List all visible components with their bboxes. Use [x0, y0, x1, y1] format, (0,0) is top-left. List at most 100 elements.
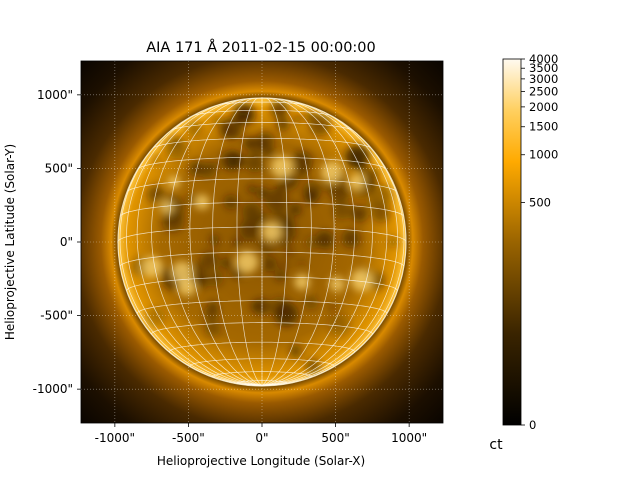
dark-region: [290, 344, 301, 355]
dark-region: [369, 183, 393, 208]
x-tick-label: 0": [255, 431, 268, 445]
colorbar-tick-label: 2000: [529, 100, 558, 114]
dark-region: [245, 153, 264, 173]
dark-region: [269, 296, 290, 317]
dark-region: [328, 179, 351, 202]
longitude-line: [151, 98, 263, 386]
colorbar-tick-label: 3000: [529, 72, 558, 86]
plot-title: AIA 171 Å 2011-02-15 00:00:00: [146, 39, 376, 56]
longitude-line: [189, 98, 263, 386]
dark-region: [297, 260, 306, 268]
dark-region: [289, 203, 302, 216]
longitude-line: [168, 98, 263, 386]
x-tick-label: -1000": [95, 431, 135, 445]
y-tick-label: 500": [45, 161, 73, 175]
longitude-line: [236, 98, 263, 386]
longitude-line: [212, 98, 263, 386]
active-region: [329, 276, 345, 292]
longitude-line: [261, 98, 335, 386]
active-region: [171, 261, 193, 283]
dark-region: [265, 189, 289, 212]
dark-region: [145, 307, 166, 328]
dark-region: [221, 258, 232, 269]
longitude-line: [126, 103, 263, 386]
longitude-line: [261, 98, 288, 386]
dark-region: [211, 115, 221, 126]
y-axis: 1000" 500" 0" -500" -1000": [33, 88, 81, 396]
active-region: [261, 221, 283, 243]
dark-region: [274, 270, 286, 282]
colorbar-tick-label: 4000: [529, 52, 558, 66]
colorbar-tick-label: 500: [529, 196, 551, 210]
active-region: [270, 155, 294, 179]
active-region: [350, 268, 374, 292]
dark-region: [262, 257, 277, 272]
x-axis: -1000" -500" 0" 500" 1000": [95, 423, 427, 445]
active-region: [294, 274, 310, 290]
y-tick-label: -1000": [33, 382, 73, 396]
x-axis-label: Helioprojective Longitude (Solar-X): [157, 454, 365, 468]
dark-region: [275, 117, 290, 131]
colorbar-tick-label: 0: [529, 418, 536, 432]
longitude-line: [136, 99, 263, 386]
longitude-line: [261, 99, 388, 386]
dark-region: [341, 229, 361, 248]
dark-region: [281, 261, 288, 268]
dark-region: [223, 194, 239, 210]
dark-region: [227, 152, 245, 170]
longitude-line: [261, 98, 356, 386]
dark-region: [199, 162, 216, 179]
longitude-line: [261, 98, 312, 386]
dark-region: [208, 301, 218, 311]
axis-grid: [81, 61, 443, 423]
active-region: [159, 199, 175, 215]
dark-region: [253, 298, 271, 316]
dark-region: [242, 202, 261, 222]
colorbar-tick-label: 1500: [529, 120, 558, 134]
dark-region: [247, 185, 256, 194]
y-tick-label: 0": [60, 235, 73, 249]
dark-region: [305, 111, 315, 120]
dark-region: [239, 219, 261, 240]
colorbar-tick-label: 1000: [529, 148, 558, 162]
dark-region: [232, 102, 254, 124]
x-tick-label: 500": [321, 431, 349, 445]
dark-region: [206, 270, 224, 287]
x-tick-label: 1000": [391, 431, 427, 445]
colorbar-gradient: [502, 58, 522, 426]
dark-region: [332, 200, 352, 220]
active-region: [194, 194, 210, 210]
dark-region: [293, 114, 302, 123]
active-region: [321, 161, 343, 183]
x-tick-label: -500": [172, 431, 205, 445]
dark-region: [276, 184, 284, 192]
dark-region: [315, 230, 333, 249]
dark-region: [210, 240, 218, 248]
dark-region: [285, 248, 294, 256]
dark-region: [290, 151, 313, 173]
dark-region: [247, 137, 266, 156]
longitude-line: [261, 103, 398, 386]
y-tick-label: -500": [40, 309, 73, 323]
dark-region: [305, 235, 319, 249]
y-tick-label: 1000": [37, 88, 73, 102]
dark-region: [302, 182, 322, 201]
dark-region: [329, 303, 336, 310]
dark-region: [200, 251, 219, 270]
dark-region: [351, 205, 368, 222]
active-region: [141, 256, 163, 278]
active-region: [235, 250, 259, 274]
dark-region: [162, 210, 184, 233]
dark-region: [328, 314, 351, 337]
active-region: [178, 278, 196, 296]
colorbar-tick-label: 2500: [529, 84, 558, 98]
active-region: [349, 174, 365, 190]
dark-region: [270, 99, 289, 119]
dark-region: [263, 167, 271, 174]
dark-region: [303, 295, 319, 310]
colorbar-unit: ct: [489, 437, 503, 453]
dark-region: [289, 229, 297, 237]
